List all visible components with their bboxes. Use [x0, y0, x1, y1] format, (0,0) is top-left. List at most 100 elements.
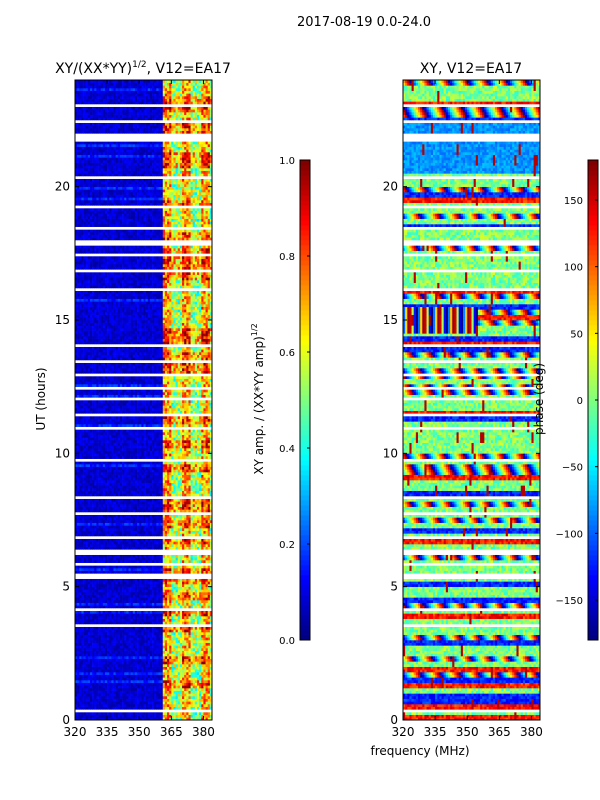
heatmap-cell	[85, 589, 89, 593]
heatmap-cell	[184, 632, 187, 635]
heatmap-cell	[192, 578, 196, 582]
heatmap-cell	[143, 493, 146, 497]
heatmap-cell	[156, 570, 159, 574]
heatmap-row	[75, 557, 212, 561]
heatmap-cell	[188, 594, 191, 598]
heatmap-cell	[85, 618, 89, 622]
heatmap-cell	[119, 597, 123, 601]
heatmap-cell	[143, 509, 146, 513]
heatmap-cell	[137, 616, 140, 619]
heatmap-cell	[186, 554, 189, 558]
heatmap-cell	[83, 629, 87, 633]
heatmap-cell	[89, 688, 93, 691]
heatmap-cell	[152, 682, 155, 686]
heatmap-cell	[134, 645, 138, 649]
heatmap-cell	[122, 528, 125, 531]
heatmap-cell	[132, 610, 136, 614]
heatmap-cell	[171, 669, 174, 673]
heatmap-cell	[126, 658, 129, 662]
heatmap-cell	[98, 570, 101, 574]
heatmap-cell	[77, 504, 80, 507]
heatmap-cell	[117, 645, 121, 649]
heatmap-cell	[188, 658, 191, 662]
heatmap-cell	[167, 693, 170, 697]
heatmap-cell	[173, 600, 176, 603]
heatmap-cell	[169, 584, 172, 587]
heatmap-cell	[156, 680, 159, 683]
heatmap-cell	[104, 541, 108, 545]
heatmap-cell	[113, 621, 116, 625]
heatmap-cell	[156, 538, 159, 542]
heatmap-cell	[184, 597, 187, 601]
heatmap-cell	[89, 584, 93, 587]
heatmap-cell	[173, 533, 176, 537]
heatmap-cell	[139, 658, 142, 662]
heatmap-cell	[98, 669, 101, 673]
heatmap-cell	[179, 554, 183, 558]
heatmap-cell	[152, 533, 155, 537]
heatmap-cell	[85, 677, 89, 681]
heatmap-cell	[182, 520, 185, 523]
heatmap-cell	[81, 658, 84, 662]
heatmap-cell	[141, 714, 144, 718]
heatmap-cell	[182, 637, 185, 641]
heatmap-cell	[107, 634, 110, 638]
heatmap-cell	[134, 520, 138, 523]
heatmap-cell	[147, 501, 151, 505]
heatmap-cell	[190, 706, 194, 710]
heatmap-cell	[169, 546, 172, 550]
heatmap-cell	[111, 538, 114, 542]
heatmap-cell	[162, 594, 166, 598]
heatmap-cell	[137, 565, 140, 569]
heatmap-cell	[164, 578, 168, 582]
heatmap-cell	[154, 640, 157, 643]
heatmap-cell	[141, 634, 144, 638]
heatmap-cell	[79, 680, 82, 683]
heatmap-cell	[152, 504, 155, 507]
heatmap-cell	[179, 544, 183, 547]
heatmap-cell	[169, 648, 172, 651]
heatmap-cell	[167, 669, 170, 673]
heatmap-cell	[186, 594, 189, 598]
heatmap-cell	[179, 520, 183, 523]
heatmap-cell	[171, 698, 174, 702]
heatmap-cell	[177, 522, 181, 526]
heatmap-cell	[128, 642, 131, 646]
heatmap-cell	[194, 493, 198, 497]
heatmap-cell	[94, 690, 97, 694]
heatmap-cell	[207, 640, 211, 643]
heatmap-cell	[186, 706, 189, 710]
heatmap-cell	[79, 581, 82, 585]
heatmap-cell	[164, 640, 168, 643]
heatmap-cell	[96, 509, 99, 513]
heatmap-cell	[85, 504, 89, 507]
heatmap-row	[75, 693, 212, 697]
heatmap-cell	[203, 498, 206, 502]
heatmap-cell	[209, 634, 212, 638]
heatmap-row	[75, 712, 212, 715]
heatmap-cell	[94, 610, 97, 614]
heatmap-cell	[156, 530, 159, 534]
heatmap-cell	[194, 693, 198, 697]
heatmap-cell	[160, 498, 164, 502]
heatmap-cell	[119, 669, 123, 673]
heatmap-cell	[182, 581, 185, 585]
heatmap-cell	[79, 640, 82, 643]
heatmap-cell	[194, 704, 198, 707]
heatmap-cell	[182, 565, 185, 569]
heatmap-cell	[177, 594, 181, 598]
heatmap-cell	[94, 653, 97, 657]
heatmap-cell	[102, 522, 106, 526]
heatmap-cell	[87, 517, 91, 521]
heatmap-cell	[89, 506, 93, 510]
heatmap-cell	[107, 712, 110, 715]
heatmap-cell	[182, 554, 185, 558]
heatmap-cell	[109, 525, 112, 529]
heatmap-cell	[126, 648, 129, 651]
heatmap-cell	[179, 693, 183, 697]
heatmap-cell	[107, 717, 110, 720]
heatmap-cell	[199, 530, 202, 534]
heatmap-cell	[169, 554, 172, 558]
heatmap-cell	[100, 488, 104, 491]
heatmap-cell	[152, 658, 155, 662]
